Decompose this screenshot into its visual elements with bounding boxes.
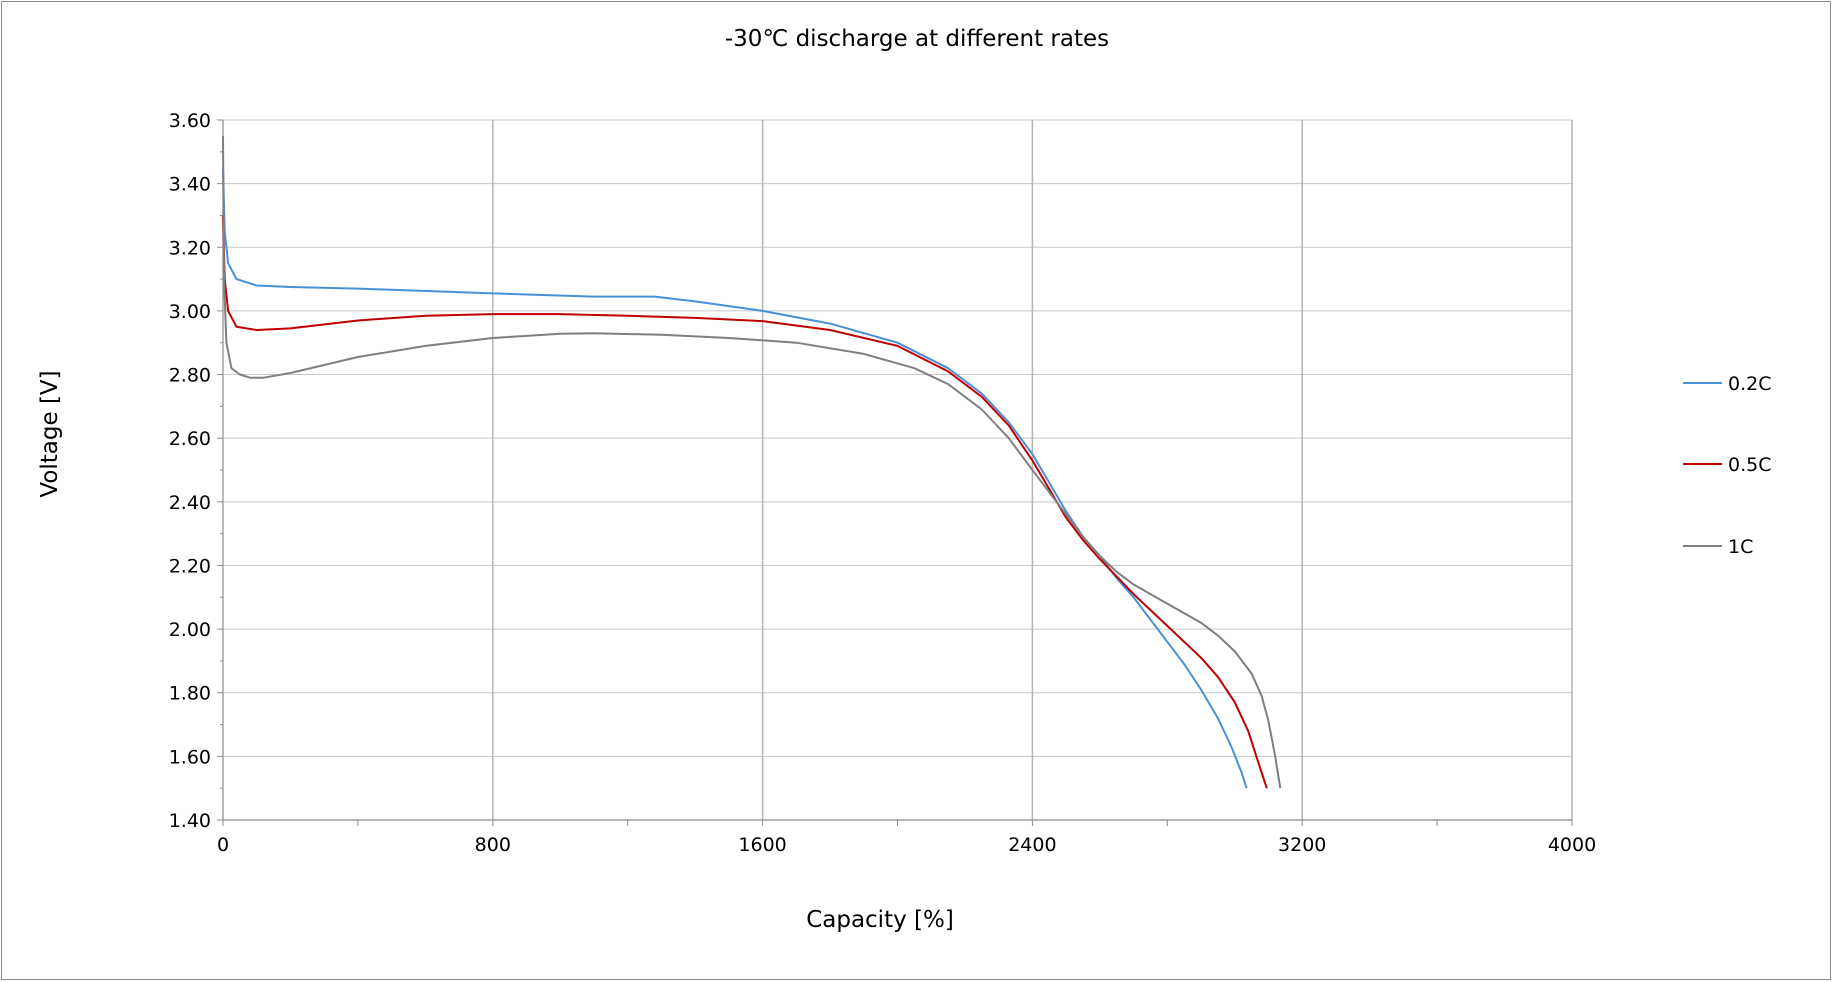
y-tick-label: 3.40 (169, 174, 211, 196)
x-tick-label: 3200 (1278, 834, 1326, 856)
legend-label: 0.2C (1728, 373, 1771, 395)
x-tick-label: 2400 (1008, 834, 1056, 856)
legend-label: 0.5C (1728, 454, 1771, 476)
chart-title: -30℃ discharge at different rates (725, 26, 1109, 52)
y-tick-label: 2.00 (169, 619, 211, 641)
legend-label: 1C (1728, 536, 1753, 558)
y-tick-label: 1.40 (169, 810, 211, 832)
y-tick-label: 3.20 (169, 237, 211, 259)
x-tick-label: 1600 (738, 834, 786, 856)
axes: 1.40 1.60 1.80 2.00 2.20 2.40 2.60 2.80 3.00 3.20… (169, 110, 1596, 856)
grid-lines (223, 119, 1573, 820)
y-axis-label: Voltage [V] (37, 370, 63, 497)
series-line-0.2c (222, 167, 1248, 789)
x-axis-label: Capacity [%] (806, 907, 954, 933)
y-tick-label: 1.60 (169, 746, 211, 768)
legend: 0.2C 0.5C 1C (1683, 373, 1771, 558)
x-tick-label: 800 (475, 834, 511, 856)
series-line-0.5c (222, 215, 1268, 789)
y-tick-label: 2.20 (169, 555, 211, 577)
y-tick-label: 2.80 (169, 365, 211, 387)
y-tick-label: 1.80 (169, 683, 211, 705)
series-lines (222, 135, 1282, 789)
y-tick-label: 2.60 (169, 428, 211, 450)
x-tick-label: 0 (217, 834, 229, 856)
series-line-1c (222, 135, 1282, 789)
x-tick-label: 4000 (1548, 834, 1596, 856)
y-tick-label: 2.40 (169, 492, 211, 514)
y-tick-label: 3.00 (169, 301, 211, 323)
y-tick-label: 3.60 (169, 110, 211, 132)
